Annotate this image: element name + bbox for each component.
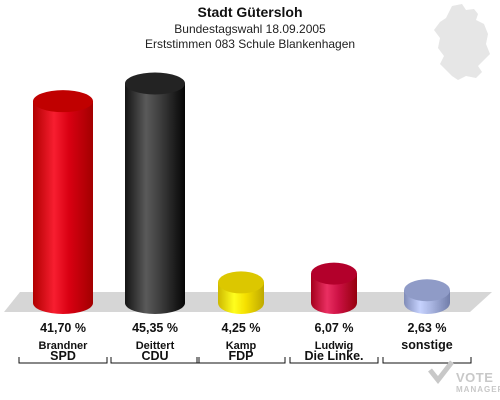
watermark-manager: MANAGER [456,385,500,394]
vote-manager-watermark: VOTE MANAGER [428,360,500,394]
bar-top-cap [125,72,185,95]
bar-top-cap [311,262,357,285]
bar-body [33,101,93,314]
label-bracket [289,357,379,364]
chart-subtitle-date: Bundestagswahl 18.09.2005 [174,22,326,36]
bar-cdu [125,72,185,314]
watermark-vote: VOTE [456,370,493,385]
party-label: CDU [141,349,168,363]
candidate-label: Kamp [226,340,257,352]
chart-subtitle-district: Erststimmen 083 Schule Blankenhagen [145,37,355,51]
party-label: FDP [229,349,254,363]
value-label: 45,35 % [132,321,178,335]
label-bracket [110,357,200,364]
bar-body [311,273,357,314]
label-bracket [382,357,472,364]
label-bracket [18,357,108,364]
party-label: sonstige [401,338,452,352]
checkmark-icon [428,360,454,385]
value-label: 4,25 % [222,321,261,335]
bar-body [125,83,185,314]
bar-fdp [218,271,264,314]
label-bracket [196,357,286,364]
bar-die-linke [311,262,357,314]
candidate-label: Deittert [136,340,175,352]
candidate-label: Brandner [39,340,89,352]
value-label: 6,07 % [315,321,354,335]
party-label: SPD [50,349,76,363]
germany-map-icon [434,4,490,80]
candidate-label: Ludwig [315,340,354,352]
bar-spd [33,90,93,314]
bar-group [33,72,450,314]
party-label: Die Linke. [304,349,363,363]
value-label: 41,70 % [40,321,86,335]
bar-sonstige [404,279,450,314]
bar-top-cap [218,271,264,294]
bar-top-cap [33,90,93,113]
chart-title: Stadt Gütersloh [197,4,302,20]
value-label: 2,63 % [408,321,447,335]
bar-top-cap [404,279,450,302]
